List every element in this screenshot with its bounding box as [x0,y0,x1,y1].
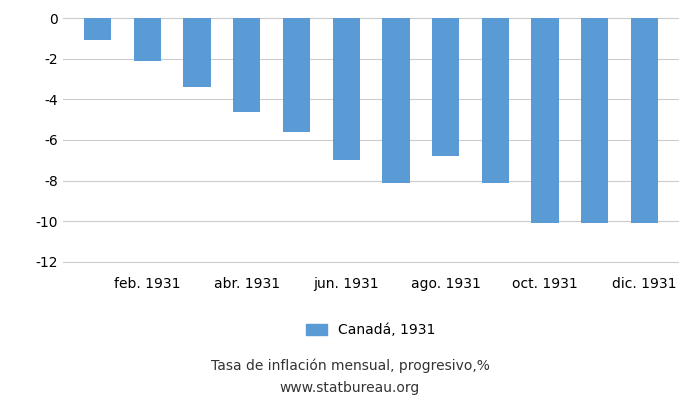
Text: Tasa de inflación mensual, progresivo,%: Tasa de inflación mensual, progresivo,% [211,359,489,373]
Bar [183,18,211,87]
Bar [84,18,111,40]
Bar [283,18,310,132]
Bar [382,18,410,183]
Bar [233,18,260,112]
Bar [531,18,559,223]
Bar [332,18,360,160]
Bar [581,18,608,223]
Bar [134,18,161,61]
Text: www.statbureau.org: www.statbureau.org [280,381,420,395]
Bar [631,18,658,223]
Bar [432,18,459,156]
Legend: Canadá, 1931: Canadá, 1931 [301,318,441,343]
Bar [482,18,509,183]
